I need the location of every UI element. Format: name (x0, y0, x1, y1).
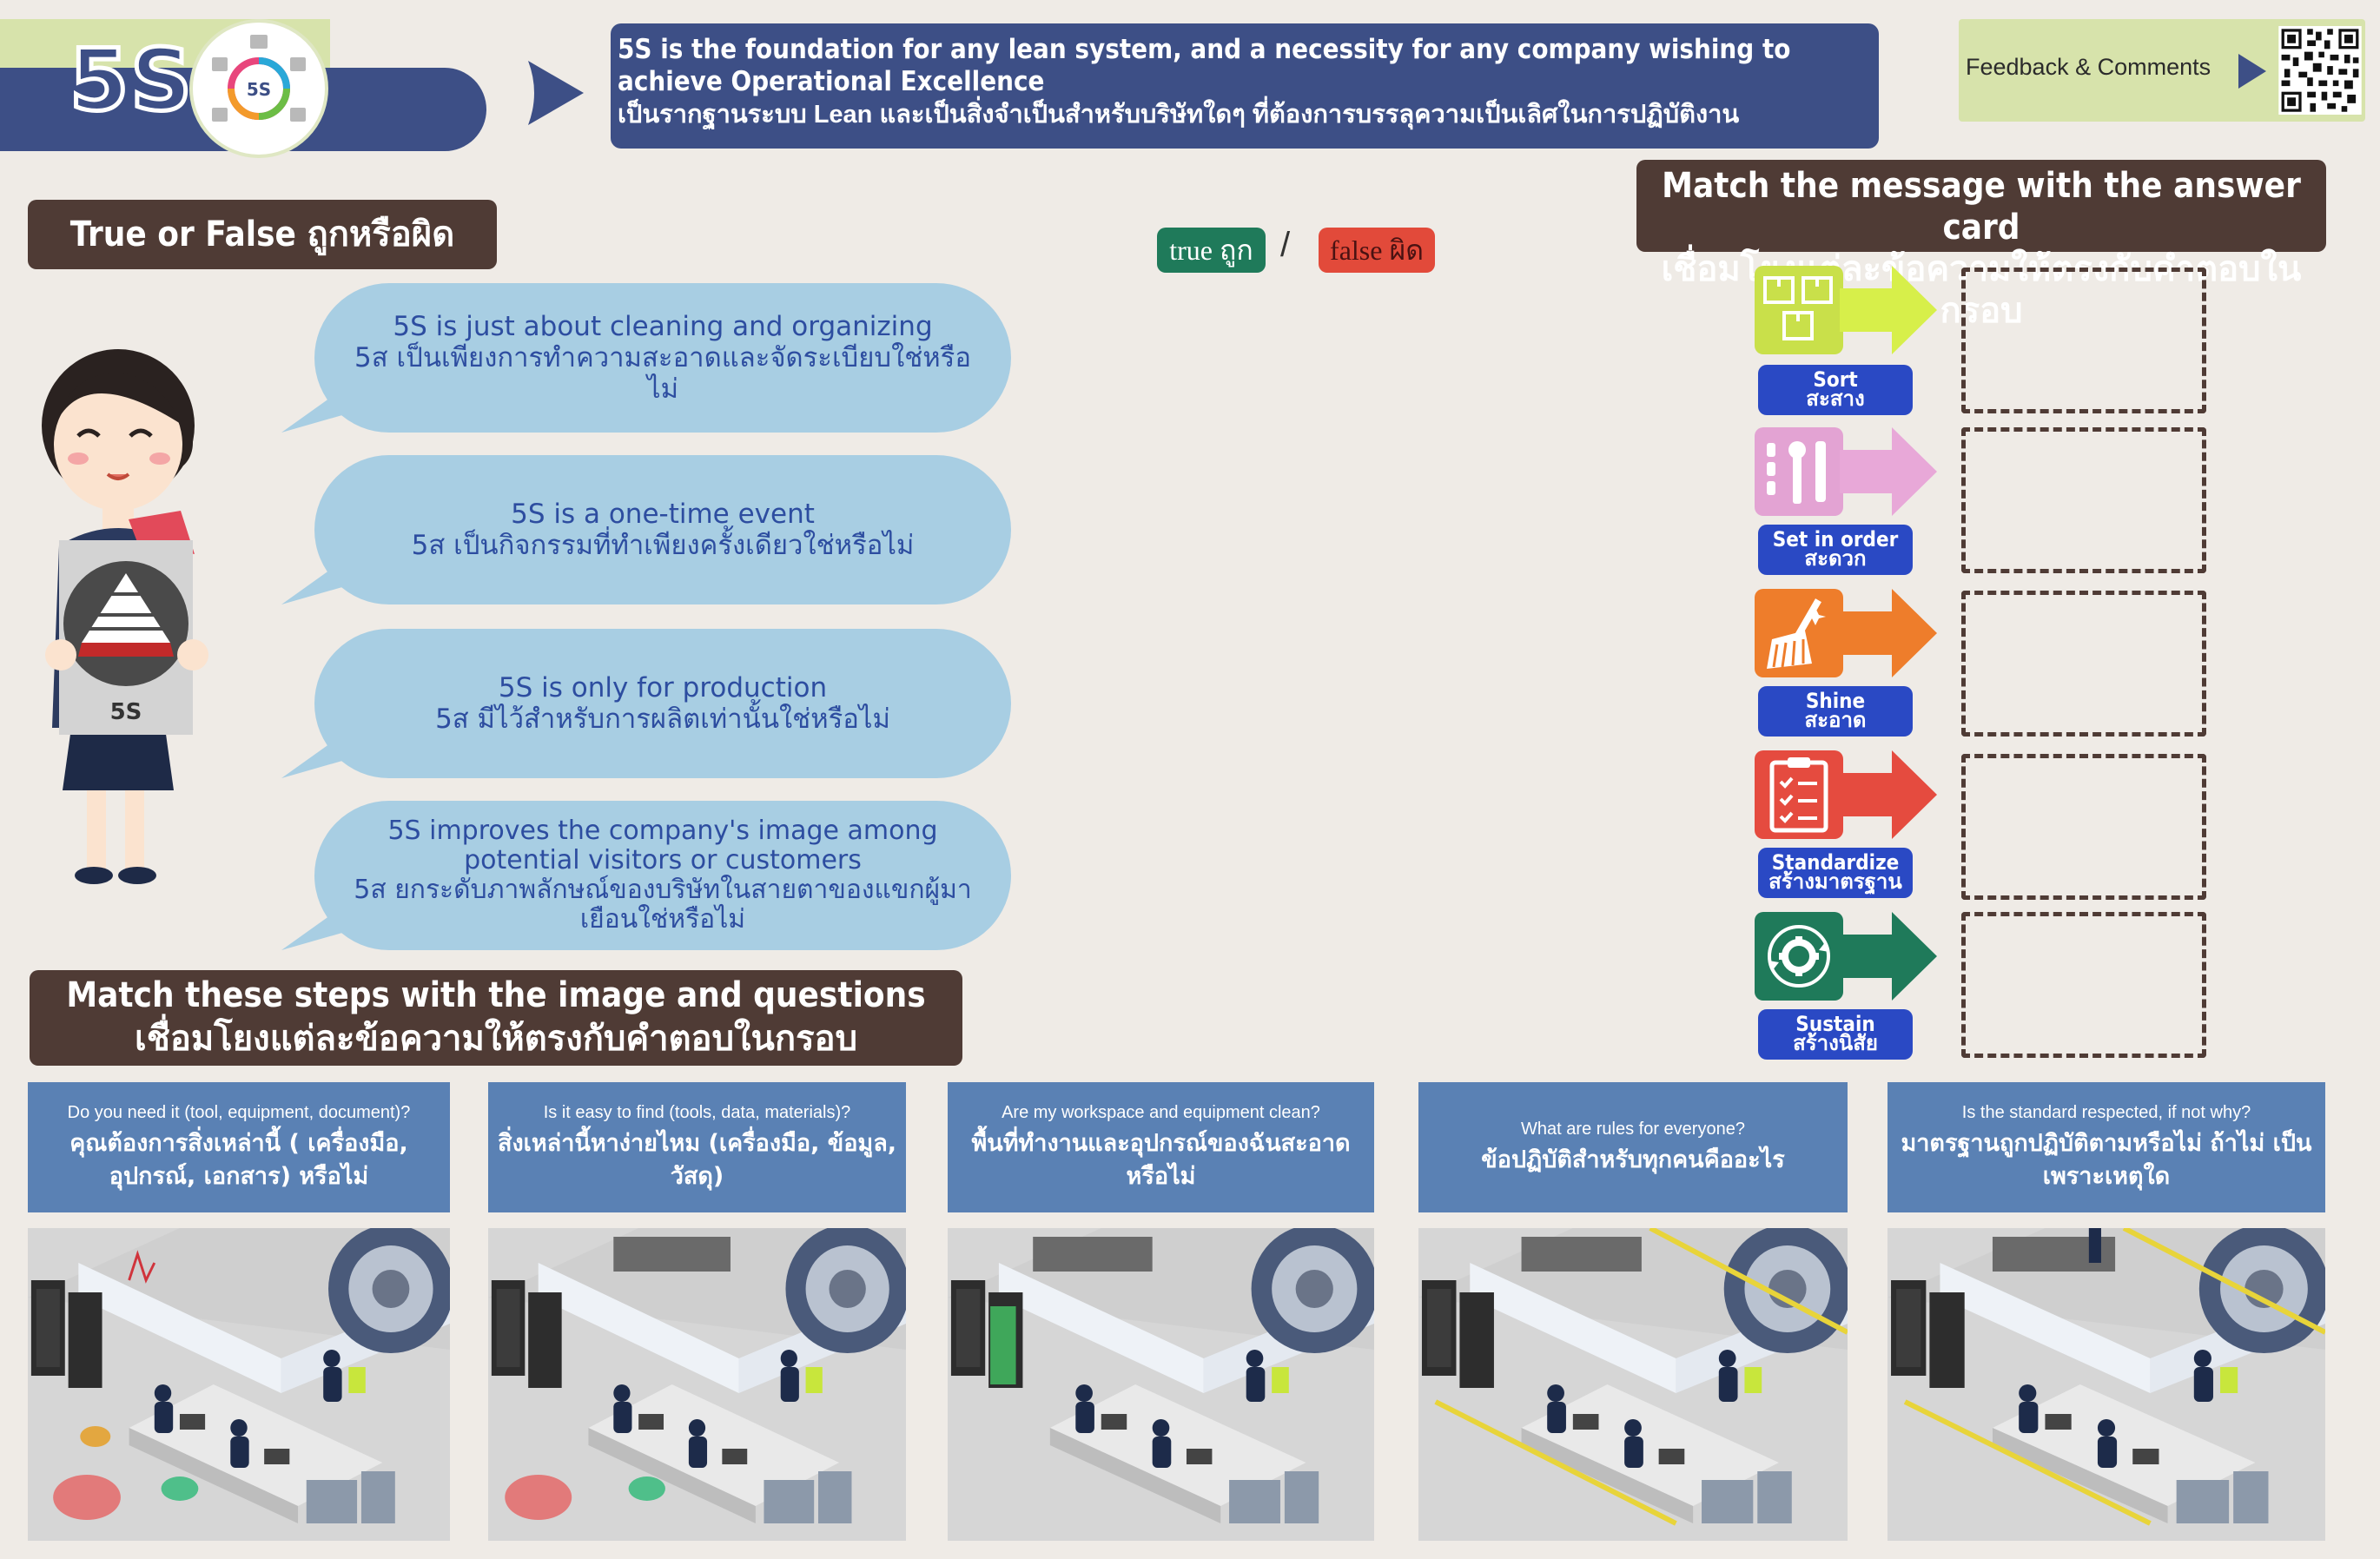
statement-english: 5S is a one-time event (511, 499, 815, 530)
set-in-order-arrow-icon (1840, 427, 1937, 516)
question-card[interactable]: What are rules for everyone? ข้อปฏิบัติส… (1418, 1082, 1848, 1212)
question-thai: คุณต้องการสิ่งเหล่านี้ ( เครื่องมือ, อุป… (69, 1130, 408, 1190)
step-sort-button[interactable]: Sort สะสาง (1758, 365, 1913, 415)
answer-drop-box-sort[interactable] (1961, 268, 2206, 413)
question-english: What are rules for everyone? (1521, 1120, 1745, 1139)
tools-icon (1755, 427, 1843, 516)
match-cards-heading: Match the message with the answer card เ… (1636, 160, 2326, 331)
false-chip[interactable]: false ผิด (1319, 228, 1435, 273)
statement-bubble[interactable]: 5S improves the company's image among po… (281, 801, 1011, 950)
checklist-icon (1755, 750, 1843, 839)
match-heading-english: Match the message with the answer card (1662, 166, 2301, 248)
standardize-arrow-icon (1840, 750, 1937, 839)
question-thai: มาตรฐานถูกปฏิบัติตามหรือไม่ ถ้าไม่ เป็นเ… (1901, 1130, 2312, 1190)
broom-icon (1755, 589, 1843, 677)
presenter-figure-illustration: 5S (42, 349, 208, 884)
page-title: 5S (68, 30, 195, 133)
question-thai: ข้อปฏิบัติสำหรับทุกคนคืออะไร (1481, 1146, 1785, 1173)
statement-english: 5S improves the company's image among po… (387, 816, 938, 875)
true-false-heading: True or False ถูกหรือผิด (28, 200, 497, 269)
bubble-tail (281, 735, 342, 778)
true-chip[interactable]: true ถูก (1157, 228, 1266, 273)
bubble-tail (281, 907, 342, 950)
question-card[interactable]: Is the standard respected, if not why? ม… (1887, 1082, 2325, 1212)
step-label-en: Standardize (1771, 850, 1900, 875)
question-card[interactable]: Are my workspace and equipment clean? พื… (948, 1082, 1374, 1212)
statement-thai: 5ส มีไว้สำหรับการผลิตเท่านั้นใช่หรือไม่ (435, 704, 890, 735)
sort-arrow-icon (1840, 266, 1937, 354)
question-thai: สิ่งเหล่านี้หาง่ายไหม (เครื่องมือ, ข้อมู… (497, 1130, 897, 1190)
statement-thai: 5ส เป็นเพียงการทำความสะอาดและจัดระเบียบใ… (354, 342, 971, 405)
answer-drop-box-sustain[interactable] (1961, 912, 2206, 1058)
qr-code-icon[interactable] (2278, 26, 2362, 115)
step-sustain-button[interactable]: Sustain สร้างนิสัย (1758, 1009, 1913, 1060)
workshop-scene-image-shine (948, 1228, 1374, 1541)
statement-english: 5S is only for production (498, 672, 828, 704)
statement-bubble[interactable]: 5S is just about cleaning and organizing… (281, 283, 1011, 433)
logo-text: 5S (247, 79, 271, 100)
step-set-in-order-visual (1755, 427, 1937, 525)
feedback-label: Feedback & Comments (1966, 54, 2211, 80)
step-label-en: Shine (1805, 689, 1866, 713)
statement-thai: 5ส ยกระดับภาพลักษณ์ของบริษัทในสายตาของแข… (354, 875, 972, 935)
step-sustain-visual (1755, 912, 1937, 1009)
statement-bubble[interactable]: 5S is a one-time event 5ส เป็นกิจกรรมที่… (281, 455, 1011, 604)
sustain-arrow-icon (1840, 912, 1937, 1001)
workshop-scene-image-sustain (1887, 1228, 2325, 1541)
gear-cycle-icon (1755, 912, 1843, 1001)
step-label-en: Sustain (1795, 1012, 1875, 1036)
step-label-th: สร้างนิสัย (1793, 1031, 1878, 1055)
question-english: Are my workspace and equipment clean? (1002, 1103, 1320, 1122)
question-card[interactable]: Is it easy to find (tools, data, materia… (488, 1082, 906, 1212)
statement-english: 5S is just about cleaning and organizing (393, 311, 933, 342)
step-sort-visual (1755, 266, 1937, 363)
bubble-tail (281, 389, 342, 433)
step-label-th: สะดวก (1804, 546, 1867, 571)
statement-thai: 5ส เป็นกิจกรรมที่ทำเพียงครั้งเดียวใช่หรื… (411, 530, 915, 561)
question-english: Do you need it (tool, equipment, documen… (67, 1103, 411, 1122)
banner-english: 5S is the foundation for any lean system… (618, 34, 1791, 97)
question-english: Is it easy to find (tools, data, materia… (543, 1103, 851, 1122)
workshop-scene-image-sort (28, 1228, 450, 1541)
header-arrow-icon (528, 61, 584, 125)
steps-heading-english: Match these steps with the image and que… (66, 975, 926, 1015)
intro-banner: 5S is the foundation for any lean system… (611, 23, 1879, 149)
step-label-th: สะสาง (1806, 386, 1865, 411)
step-label-en: Set in order (1772, 527, 1899, 552)
chip-separator: / (1280, 226, 1291, 264)
answer-drop-box-standardize[interactable] (1961, 754, 2206, 900)
steps-heading-thai: เชื่อมโยงแต่ละข้อความให้ตรงกับคำตอบในกรอ… (135, 1019, 857, 1059)
step-standardize-visual (1755, 750, 1937, 848)
answer-drop-box-set-in-order[interactable] (1961, 427, 2206, 573)
step-shine-visual (1755, 589, 1937, 686)
play-arrow-icon (2238, 54, 2266, 89)
step-label-th: สะอาด (1804, 708, 1867, 732)
boxes-icon (1755, 266, 1843, 354)
step-shine-button[interactable]: Shine สะอาด (1758, 686, 1913, 737)
answer-drop-box-shine[interactable] (1961, 591, 2206, 737)
workshop-scene-image-standardize (1418, 1228, 1848, 1541)
statement-bubble[interactable]: 5S is only for production 5ส มีไว้สำหรับ… (281, 629, 1011, 778)
steps-heading: Match these steps with the image and que… (30, 970, 962, 1066)
step-set-in-order-button[interactable]: Set in order สะดวก (1758, 525, 1913, 575)
question-english: Is the standard respected, if not why? (1961, 1103, 2251, 1122)
feedback-panel[interactable]: Feedback & Comments (1959, 19, 2365, 122)
banner-thai: เป็นรากฐานระบบ Lean และเป็นสิ่งจำเป็นสำห… (618, 101, 1740, 129)
5s-cycle-logo: 5S (189, 19, 328, 158)
step-label-en: Sort (1813, 367, 1858, 392)
step-standardize-button[interactable]: Standardize สร้างมาตรฐาน (1758, 848, 1913, 898)
bubble-tail (281, 561, 342, 604)
sign-text: 5S (110, 699, 142, 725)
question-thai: พื้นที่ทำงานและอุปกรณ์ของฉันสะอาดหรือไม่ (971, 1130, 1351, 1190)
workshop-scene-image-set-in-order (488, 1228, 906, 1541)
question-card[interactable]: Do you need it (tool, equipment, documen… (28, 1082, 450, 1212)
shine-arrow-icon (1840, 589, 1937, 677)
step-label-th: สร้างมาตรฐาน (1768, 869, 1902, 894)
